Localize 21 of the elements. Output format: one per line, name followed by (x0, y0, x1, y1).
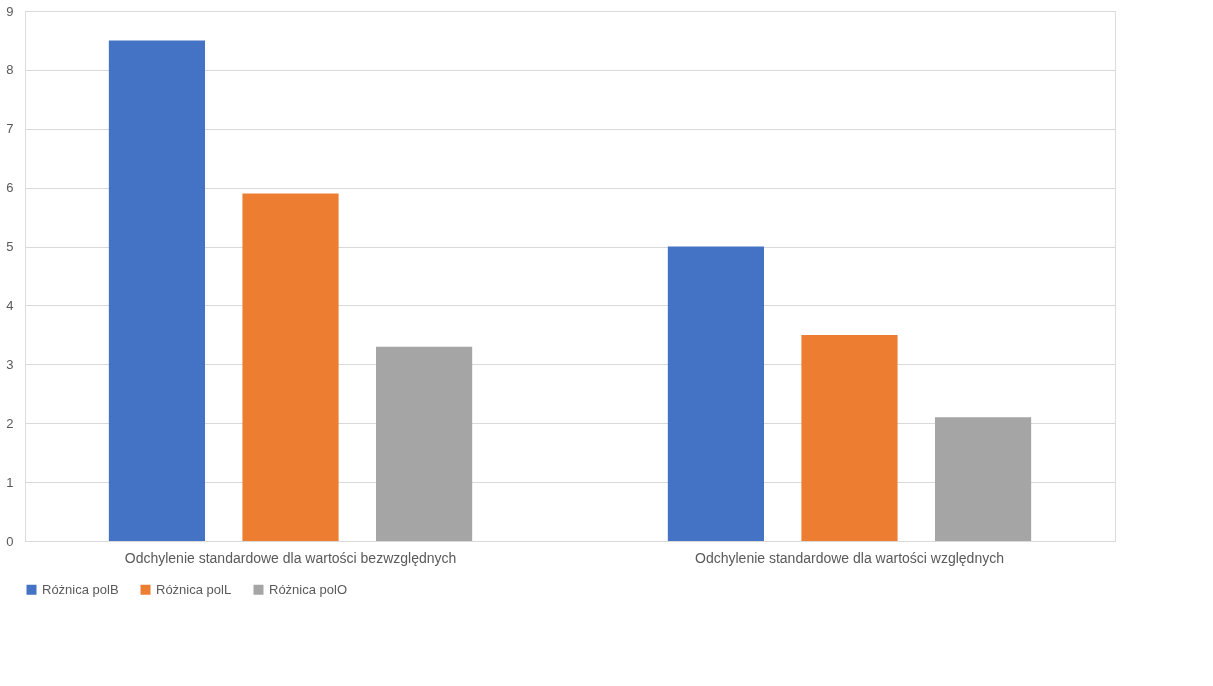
y-tick-label: 4 (6, 297, 14, 313)
bar (376, 346, 473, 541)
y-tick-label: 0 (6, 533, 14, 549)
y-tick-label: 7 (6, 121, 14, 137)
bar (934, 417, 1032, 541)
bar (242, 193, 339, 541)
legend-label: Różnica polB (42, 581, 119, 597)
legend-label: Różnica polO (269, 581, 348, 597)
y-tick-label: 1 (6, 474, 14, 490)
bar (667, 246, 764, 541)
x-tick-label: Odchylenie standardowe dla wartości względnych (695, 549, 1004, 566)
legend-label: Różnica polL (156, 581, 232, 597)
y-tick-label: 9 (6, 3, 14, 19)
x-tick-label: Odchylenie standardowe dla wartości bezwzględnych (124, 549, 457, 566)
y-tick-label: 5 (6, 239, 14, 255)
y-tick-label: 3 (6, 356, 14, 372)
y-tick-label: 6 (6, 180, 14, 196)
bar (801, 334, 898, 541)
bar (108, 40, 206, 541)
y-tick-label: 2 (6, 415, 14, 431)
y-tick-label: 8 (6, 62, 14, 78)
